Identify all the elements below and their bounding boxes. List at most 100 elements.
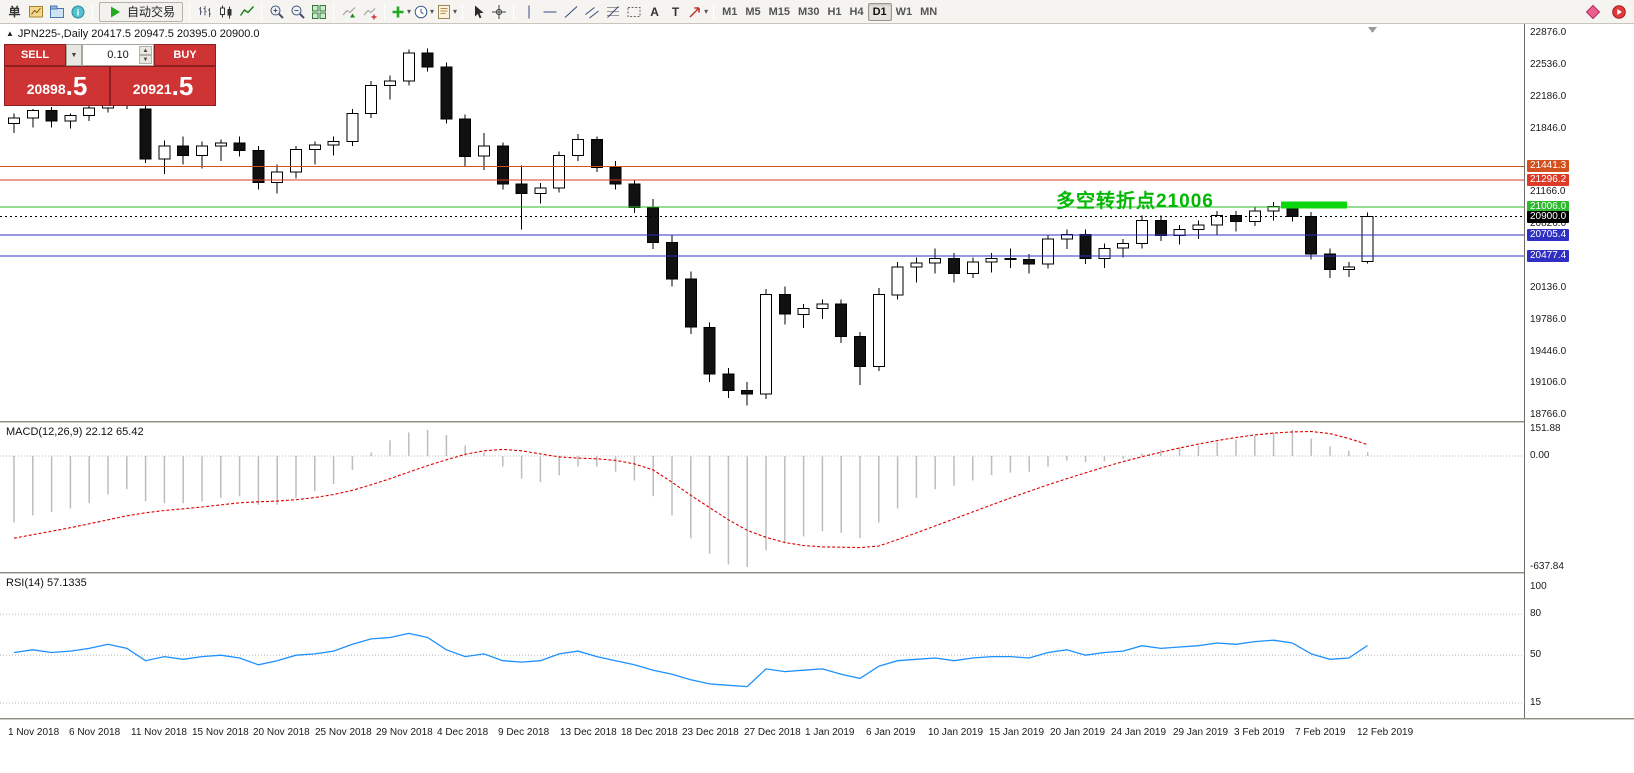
toolbar-separator [384,3,386,20]
chart-annotation-text[interactable]: 多空转折点21006 [1056,191,1214,213]
zoom-out-icon[interactable] [287,2,308,22]
pane-separator[interactable] [0,421,1634,423]
bar-chart-icon[interactable] [194,2,215,22]
chart-shift-icon[interactable] [359,2,380,22]
zoom-in-icon[interactable] [266,2,287,22]
macd-tick: -637.84 [1530,561,1564,572]
timeframe-w1[interactable]: W1 [895,5,913,18]
rsi-tick: 100 [1530,581,1547,592]
date-label: 15 Nov 2018 [192,727,249,738]
timeframe-m30[interactable]: M30 [798,5,820,18]
rsi-tick: 50 [1530,649,1542,660]
resistance-line-2-label[interactable]: 21296.2 [1527,174,1570,186]
date-label: 12 Feb 2019 [1357,727,1414,738]
templates-icon[interactable]: ▾ [435,2,458,22]
live-update-icon[interactable] [1608,2,1629,22]
buy-price-display[interactable]: 20921.5 [110,66,216,106]
timeframe-m15[interactable]: M15 [768,5,791,18]
current-price-line-label[interactable]: 20900.0 [1527,211,1570,223]
pane-separator[interactable] [0,572,1634,574]
data-window-icon[interactable]: i [67,2,88,22]
timeframe-h4[interactable]: H4 [849,5,864,18]
support-line-2-label[interactable]: 20477.4 [1527,250,1570,262]
label-icon[interactable]: T [665,2,686,22]
chart-title: ▲ JPN225-,Daily 20417.5 20947.5 20395.0 2… [6,28,260,40]
turning-point-line-label[interactable]: 21006.0 [1527,201,1570,213]
lot-dropdown-button[interactable]: ▼ [66,44,82,66]
date-label: 20 Nov 2018 [253,727,310,738]
timeframe-m1[interactable]: M1 [722,5,738,18]
periods-icon-caret[interactable]: ▾ [430,7,435,16]
timeframe-d1[interactable]: D1 [867,2,892,21]
auto-scroll-icon[interactable] [338,2,359,22]
text-icon-glyph: A [650,4,659,19]
toolbar-right-group [1582,0,1629,24]
svg-text:i: i [76,7,79,17]
toolbar-separator [513,3,515,20]
horizontal-level-lines[interactable] [0,165,1524,257]
sell-button[interactable]: SELL [4,44,66,66]
indicators-icon[interactable]: ▾ [389,2,412,22]
oneclick-collapse-icon[interactable]: ▲ [6,29,14,38]
macd-tick: 151.88 [1530,423,1561,434]
price-axis[interactable]: 22876.0 22536.0 22186.0 21846.0 21166.0 20826… [1524,24,1634,718]
periods-icon[interactable]: ▾ [412,2,435,22]
toolbar-separator [333,3,335,20]
channel-icon[interactable] [581,2,602,22]
crosshair-icon[interactable] [488,2,509,22]
one-click-trading-panel: SELL ▼ 0.10 ▲ ▼ BUY 20898.5 20921.5 [4,44,216,106]
candles [8,48,1374,406]
price-tick: 22186.0 [1530,91,1567,102]
date-axis[interactable]: 1 Nov 2018 6 Nov 2018 11 Nov 2018 15 Nov 20… [0,720,1634,748]
buy-price-main: 20921 [132,81,172,97]
main-chart-pane[interactable] [0,24,1524,421]
auto-trading-label: 自动交易 [127,5,176,19]
shapes-icon[interactable] [623,2,644,22]
price-tick: 21166.0 [1530,186,1566,197]
turning-point-bar[interactable] [1281,201,1347,209]
trendline-icon[interactable] [560,2,581,22]
price-tick: 22876.0 [1530,27,1567,38]
macd-pane[interactable] [0,423,1524,572]
support-line-1-label[interactable]: 20705.4 [1527,229,1570,241]
date-label: 3 Feb 2019 [1234,727,1285,738]
timeframe-mn[interactable]: MN [920,5,938,18]
date-label: 29 Jan 2019 [1173,727,1229,738]
label-icon-glyph: T [671,4,680,19]
horizontal-line-icon[interactable] [539,2,560,22]
sell-price-display[interactable]: 20898.5 [4,66,110,106]
candlestick-chart-icon[interactable] [215,2,236,22]
lot-increase-button[interactable]: ▲ [139,46,152,55]
new-order-icon[interactable]: 单 [4,2,25,22]
arrows-icon-caret[interactable]: ▾ [704,7,709,16]
tile-windows-icon[interactable] [308,2,329,22]
templates-icon-caret[interactable]: ▾ [453,7,458,16]
line-chart-icon[interactable] [236,2,257,22]
vertical-line-icon[interactable] [518,2,539,22]
timeframe-m5[interactable]: M5 [745,5,761,18]
date-label: 6 Jan 2019 [866,727,916,738]
auto-trading-button[interactable]: 自动交易 [99,1,184,22]
fibonacci-icon[interactable] [602,2,623,22]
chart-shift-marker[interactable] [1368,27,1377,33]
rsi-tick: 15 [1530,697,1542,708]
charts-icon[interactable] [25,2,46,22]
text-icon[interactable]: A [644,2,665,22]
community-icon[interactable] [1582,2,1603,22]
buy-button[interactable]: BUY [154,44,216,66]
lot-spinner: ▲ ▼ [139,46,152,64]
profiles-icon[interactable] [46,2,67,22]
timeframe-h1[interactable]: H1 [827,5,842,18]
price-tick: 18766.0 [1530,409,1567,420]
date-label: 9 Dec 2018 [498,727,550,738]
pane-separator[interactable] [0,718,1634,720]
indicators-icon-caret[interactable]: ▾ [407,7,412,16]
cursor-icon[interactable] [467,2,488,22]
rsi-pane[interactable] [0,574,1524,718]
date-label: 24 Jan 2019 [1111,727,1167,738]
toolbar-separator [189,3,191,20]
lot-decrease-button[interactable]: ▼ [139,55,152,64]
lot-size-field[interactable]: 0.10 ▲ ▼ [82,44,154,66]
arrows-icon[interactable]: ▾ [686,2,709,22]
resistance-line-1-label[interactable]: 21441.3 [1527,160,1570,172]
